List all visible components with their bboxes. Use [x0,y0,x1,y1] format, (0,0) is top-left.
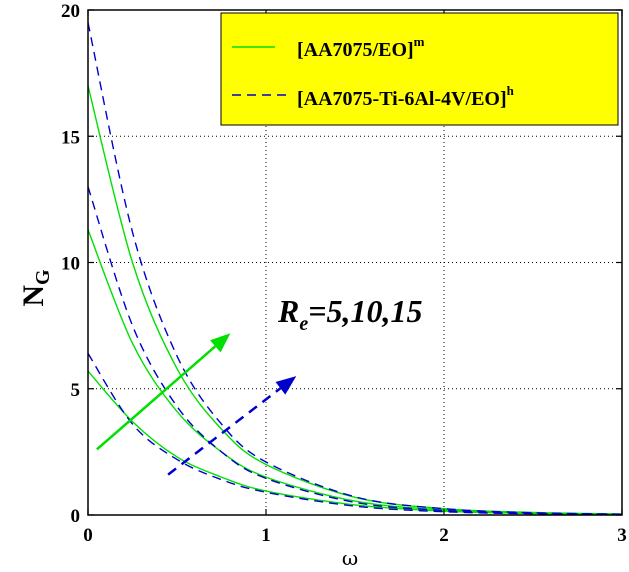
annotation-sub: e [299,313,308,335]
annotation-re: Re=5,10,15 [277,293,422,335]
x-tick-label: 1 [261,525,271,546]
x-tick-label: 3 [617,525,627,546]
series-layer [88,22,622,515]
arrow-shaft-0 [96,345,217,451]
arrow-layer [96,333,297,476]
y-axis-label-main: N [17,285,50,307]
arrow-head-1 [275,376,297,395]
y-axis-label-sub: G [32,269,54,285]
legend-label-0-text: [AA7075/EO] [297,39,414,61]
y-tick-label: 20 [61,1,80,22]
legend-label-1-text: [AA7075-Ti-6Al-4V/EO] [297,88,507,110]
legend-label-0: [AA7075/EO]m [297,34,425,61]
annotation-base: R [277,293,299,329]
tick-labels: 0 1 2 3 0 5 10 15 20 [61,1,627,546]
y-tick-label: 15 [61,127,80,148]
legend-label-1-sup: h [507,83,515,98]
legend-label-0-sup: m [414,34,425,49]
legend-box [220,12,619,126]
x-tick-label: 2 [439,525,449,546]
y-tick-label: 5 [71,380,81,401]
series-line-hybrid-re15 [88,22,622,515]
x-axis-label: ω [342,546,358,570]
legend: [AA7075/EO]m [AA7075-Ti-6Al-4V/EO]h [220,12,619,126]
series-line-mono-re15 [88,85,622,515]
arrow-head-0 [210,333,231,353]
legend-label-1: [AA7075-Ti-6Al-4V/EO]h [297,83,515,110]
annotation-rest: =5,10,15 [308,293,422,329]
y-tick-label: 10 [61,254,80,275]
arrow-shaft-1 [167,387,282,476]
y-axis-label: NG [17,269,54,307]
y-tick-label: 0 [71,506,81,527]
x-tick-label: 0 [83,525,93,546]
